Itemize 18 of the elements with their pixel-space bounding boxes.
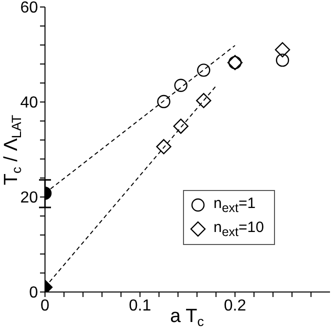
point: [157, 94, 170, 108]
point: [274, 42, 290, 58]
legend-label: n$_{ext}$=1: [214, 195, 256, 215]
x-tick-label: 0.1: [128, 297, 152, 314]
y-tick-label: 40: [20, 94, 38, 112]
point: [197, 64, 210, 77]
point: [173, 118, 188, 134]
x-tick-label: 0: [40, 297, 50, 314]
y-tick-label: 60: [20, 0, 38, 17]
point: [276, 54, 290, 67]
point: [196, 92, 212, 108]
y-tick-label: 0: [29, 284, 38, 302]
point: [156, 139, 172, 154]
legend-label: n$_{ext}$=10: [214, 219, 264, 239]
y-tick-label: 20: [20, 190, 38, 207]
x-tick-label: 0.2: [224, 297, 246, 314]
point: [174, 78, 188, 92]
x-axis-title: a T$_{c}$: [170, 306, 204, 329]
